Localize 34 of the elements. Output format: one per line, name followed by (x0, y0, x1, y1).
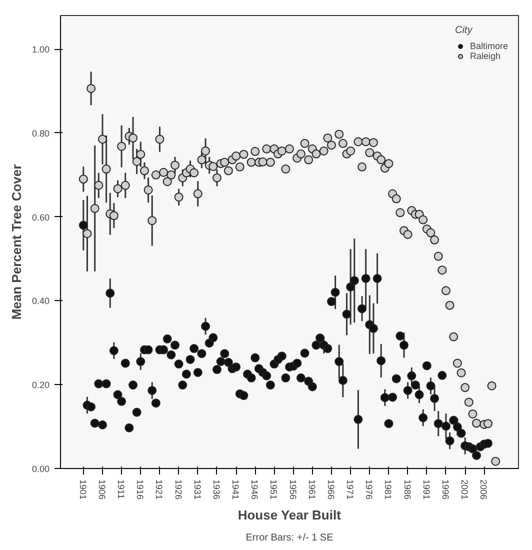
y-axis-title: Mean Percent Tree Cover (8, 164, 24, 320)
x-tick-label: 1931 (192, 480, 202, 500)
x-tick-label: 1976 (364, 480, 374, 500)
x-tick-label: 2006 (478, 480, 489, 500)
y-tick-label: 0.40 (32, 296, 50, 306)
y-tick-label: 0.20 (32, 380, 50, 390)
x-tick-label: 1936 (211, 480, 222, 500)
y-tick-label: 0.60 (32, 212, 50, 222)
x-tick-label: 1966 (326, 480, 336, 500)
x-tick-label: 1926 (173, 480, 184, 500)
y-tick-label: 0.80 (32, 128, 50, 138)
legend-label: Baltimore (470, 41, 508, 51)
x-axis-title: House Year Built (238, 508, 342, 523)
x-tick-label: 1991 (421, 480, 432, 500)
text: Error Bars: +/- 1 SE (246, 532, 334, 544)
x-tick-label: 1941 (230, 480, 241, 500)
x-tick-label: 1946 (250, 480, 260, 500)
x-tick-label: 1911 (116, 480, 126, 499)
x-tick-label: 2001 (460, 480, 470, 500)
x-tick-label: 1916 (135, 480, 146, 500)
x-tick-label: 1971 (345, 480, 356, 500)
x-tick-label: 1906 (96, 480, 107, 500)
x-tick-label: 1901 (78, 480, 88, 500)
x-tick-label: 1961 (306, 480, 317, 500)
y-tick-label: 1.00 (32, 44, 50, 55)
x-tick-label: 1956 (288, 480, 298, 500)
legend-title: City (454, 25, 474, 36)
y-tick-label: 0.00 (32, 464, 50, 474)
x-tick-label: 1986 (402, 480, 412, 500)
legend-label: Raleigh (470, 51, 501, 61)
x-tick-label: 1951 (268, 480, 279, 500)
x-tick-label: 1921 (154, 480, 164, 500)
x-tick-label: 1981 (383, 480, 394, 500)
x-tick-label: 1996 (440, 480, 450, 500)
